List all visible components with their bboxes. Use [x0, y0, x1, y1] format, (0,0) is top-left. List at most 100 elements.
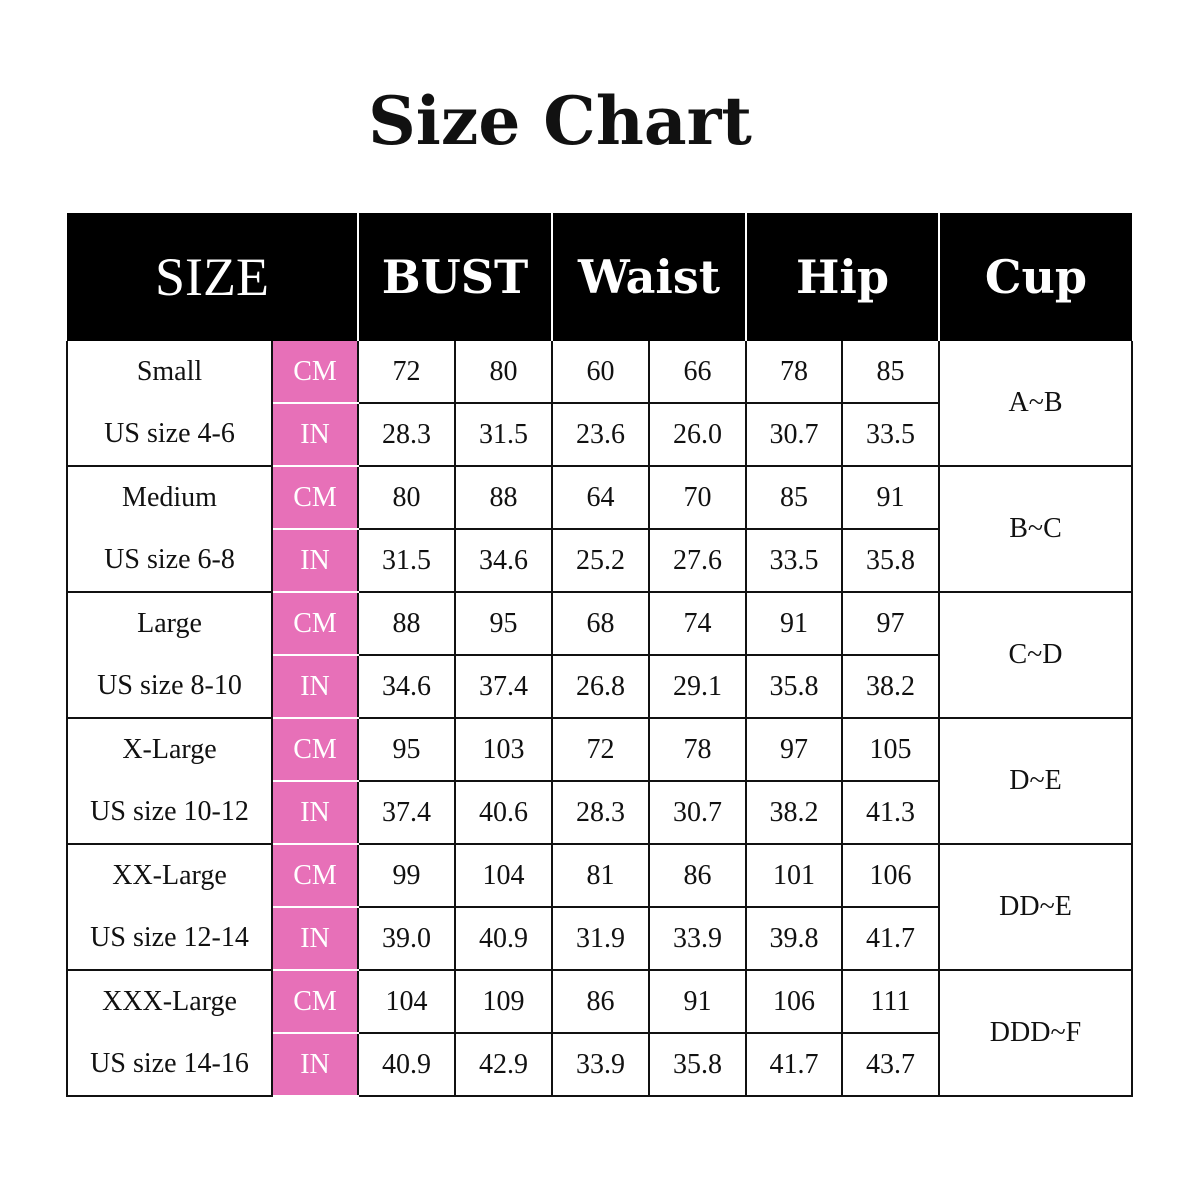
measurement-cell: 41.7	[745, 1032, 843, 1097]
measurement-cell: 41.3	[841, 780, 940, 845]
measurement-cell: 88	[454, 465, 553, 530]
measurement-cell: 29.1	[648, 654, 747, 719]
unit-label-in: IN	[271, 1032, 359, 1097]
unit-label-in: IN	[271, 528, 359, 593]
us-size: US size 6-8	[66, 529, 273, 593]
measurement-cell: 26.0	[648, 402, 747, 467]
measurement-cell: 66	[648, 341, 747, 404]
measurement-cell: 31.9	[551, 906, 650, 971]
measurement-cell: 72	[357, 341, 456, 404]
size-name: XXX-Large	[66, 969, 273, 1033]
unit-label-in: IN	[271, 654, 359, 719]
table-row-in: US size 4-6 IN 28.3 31.5 23.6 26.0 30.7 33.5	[66, 402, 1132, 467]
measurement-cell: 43.7	[841, 1032, 940, 1097]
measurement-cell: 38.2	[745, 780, 843, 845]
header-hip: Hip	[745, 213, 939, 341]
table-row-cm: Large CM 88 95 68 74 91 97 C~D	[66, 591, 1133, 719]
measurement-cell: 106	[745, 969, 843, 1034]
measurement-cell: 27.6	[648, 528, 747, 593]
measurement-cell: 31.5	[357, 528, 456, 593]
unit-label-in: IN	[271, 780, 359, 845]
measurement-cell: 23.6	[551, 402, 650, 467]
unit-label-cm: CM	[271, 591, 359, 656]
table-row-in: US size 6-8 IN 31.5 34.6 25.2 27.6 33.5 35.8	[66, 528, 1132, 593]
measurement-cell: 33.5	[841, 402, 940, 467]
measurement-cell: 91	[841, 465, 940, 530]
measurement-cell: 95	[357, 717, 456, 782]
measurement-cell: 72	[551, 717, 650, 782]
measurement-cell: 97	[841, 591, 940, 656]
unit-label-cm: CM	[271, 717, 359, 782]
cup-cell: A~B	[938, 341, 1133, 467]
measurement-cell: 91	[648, 969, 747, 1034]
unit-label-in: IN	[271, 402, 359, 467]
measurement-cell: 81	[551, 843, 650, 908]
measurement-cell: 35.8	[745, 654, 843, 719]
measurement-cell: 104	[454, 843, 553, 908]
unit-label-cm: CM	[271, 341, 359, 404]
measurement-cell: 86	[648, 843, 747, 908]
header-waist: Waist	[551, 213, 746, 341]
measurement-cell: 38.2	[841, 654, 940, 719]
measurement-cell: 85	[841, 341, 940, 404]
measurement-cell: 39.0	[357, 906, 456, 971]
measurement-cell: 86	[551, 969, 650, 1034]
unit-label-cm: CM	[271, 843, 359, 908]
measurement-cell: 103	[454, 717, 553, 782]
measurement-cell: 34.6	[357, 654, 456, 719]
size-chart-table: SIZE BUST Waist Hip Cup Small CM 72 80 60 66 7…	[66, 213, 1133, 1097]
measurement-cell: 60	[551, 341, 650, 404]
measurement-cell: 64	[551, 465, 650, 530]
measurement-cell: 41.7	[841, 906, 940, 971]
measurement-cell: 88	[357, 591, 456, 656]
table-row-cm: X-Large CM 95 103 72 78 97 105 D~E	[66, 717, 1133, 845]
measurement-cell: 33.9	[551, 1032, 650, 1097]
size-name: Medium	[66, 465, 273, 529]
measurement-cell: 101	[745, 843, 843, 908]
cup-cell: DD~E	[938, 843, 1133, 971]
us-size: US size 14-16	[66, 1033, 273, 1097]
us-size: US size 4-6	[66, 403, 273, 467]
page-title: Size Chart	[368, 82, 752, 160]
measurement-cell: 35.8	[841, 528, 940, 593]
measurement-cell: 85	[745, 465, 843, 530]
measurement-cell: 40.9	[357, 1032, 456, 1097]
us-size: US size 8-10	[66, 655, 273, 719]
table-row-in: US size 8-10 IN 34.6 37.4 26.8 29.1 35.8 38.2	[66, 654, 1132, 719]
measurement-cell: 95	[454, 591, 553, 656]
measurement-cell: 70	[648, 465, 747, 530]
us-size: US size 10-12	[66, 781, 273, 845]
measurement-cell: 111	[841, 969, 940, 1034]
table-row-cm: XXX-Large CM 104 109 86 91 106 111 DDD~F	[66, 969, 1133, 1097]
measurement-cell: 40.6	[454, 780, 553, 845]
measurement-cell: 68	[551, 591, 650, 656]
measurement-cell: 104	[357, 969, 456, 1034]
table-row-cm: Medium CM 80 88 64 70 85 91 B~C	[66, 465, 1133, 593]
cup-cell: DDD~F	[938, 969, 1133, 1097]
measurement-cell: 42.9	[454, 1032, 553, 1097]
measurement-cell: 33.5	[745, 528, 843, 593]
measurement-cell: 106	[841, 843, 940, 908]
measurement-cell: 97	[745, 717, 843, 782]
unit-label-cm: CM	[271, 969, 359, 1034]
measurement-cell: 78	[745, 341, 843, 404]
measurement-cell: 33.9	[648, 906, 747, 971]
header-size: SIZE	[67, 213, 358, 341]
measurement-cell: 99	[357, 843, 456, 908]
header-bust: BUST	[357, 213, 552, 341]
measurement-cell: 91	[745, 591, 843, 656]
size-name: XX-Large	[66, 843, 273, 907]
table-row-in: US size 12-14 IN 39.0 40.9 31.9 33.9 39.8 41.7	[66, 906, 1132, 971]
unit-label-in: IN	[271, 906, 359, 971]
measurement-cell: 34.6	[454, 528, 553, 593]
measurement-cell: 31.5	[454, 402, 553, 467]
cup-cell: C~D	[938, 591, 1133, 719]
header-row: SIZE BUST Waist Hip Cup	[67, 213, 1132, 341]
measurement-cell: 35.8	[648, 1032, 747, 1097]
measurement-cell: 25.2	[551, 528, 650, 593]
measurement-cell: 37.4	[454, 654, 553, 719]
cup-cell: B~C	[938, 465, 1133, 593]
unit-label-cm: CM	[271, 465, 359, 530]
measurement-cell: 80	[357, 465, 456, 530]
measurement-cell: 78	[648, 717, 747, 782]
